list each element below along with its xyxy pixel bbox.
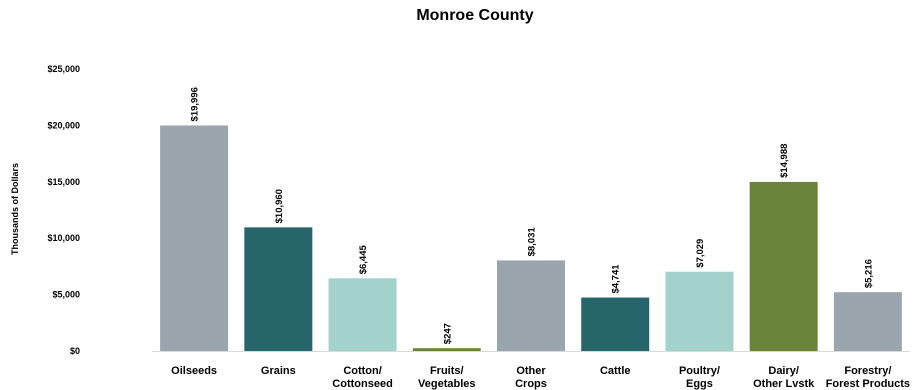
y-tick-label: $20,000 xyxy=(47,120,80,130)
data-label: $247 xyxy=(442,323,453,344)
bar xyxy=(160,125,229,351)
x-tick-label: Forestry/Forest Products xyxy=(826,365,910,390)
x-axis-ticks: Oilseeds Grains Cotton/Cottonseed Fruits/Ve… xyxy=(171,365,910,390)
data-label: $19,996 xyxy=(190,87,201,121)
y-tick-label: $5,000 xyxy=(52,290,80,300)
y-tick-label: $15,000 xyxy=(47,177,80,187)
data-label: $10,960 xyxy=(274,189,285,223)
y-tick-label: $10,000 xyxy=(47,233,80,243)
chart-title: Monroe County xyxy=(416,7,533,24)
bar xyxy=(412,348,481,351)
x-tick-label: Poultry/Eggs xyxy=(679,365,720,390)
bar xyxy=(665,271,734,351)
bar xyxy=(328,278,397,351)
x-tick-label: Grains xyxy=(261,365,296,377)
data-label: $6,445 xyxy=(358,245,369,275)
x-tick-label: Dairy/Other Lvstk xyxy=(753,365,815,390)
data-label: $5,216 xyxy=(863,259,874,288)
y-tick-label: $0 xyxy=(70,346,80,356)
x-tick-label: Oilseeds xyxy=(171,365,217,377)
data-labels: $19,996 $10,960 $6,445 $247 $8,031 $4,741 $7,0… xyxy=(190,87,875,344)
x-tick-label: Cotton/Cottonseed xyxy=(332,365,393,390)
bar xyxy=(581,297,650,351)
x-tick-label: Other Crops xyxy=(515,365,547,390)
data-label: $8,031 xyxy=(527,227,538,257)
bar xyxy=(244,227,313,351)
bar xyxy=(749,181,818,351)
bar xyxy=(497,260,565,351)
data-label: $4,741 xyxy=(611,264,622,294)
x-tick-label: Cattle xyxy=(600,365,631,377)
y-axis-ticks: $0 $5,000 $10,000 $15,000 $20,000 $25,000 xyxy=(47,64,80,356)
data-label: $14,988 xyxy=(779,144,790,178)
bars xyxy=(160,125,902,351)
y-axis-label: Thousands of Dollars xyxy=(10,163,20,255)
y-tick-label: $25,000 xyxy=(47,64,80,74)
data-label: $7,029 xyxy=(695,239,706,268)
bar xyxy=(833,292,902,351)
x-tick-label: Fruits/Vegetables xyxy=(418,365,475,390)
